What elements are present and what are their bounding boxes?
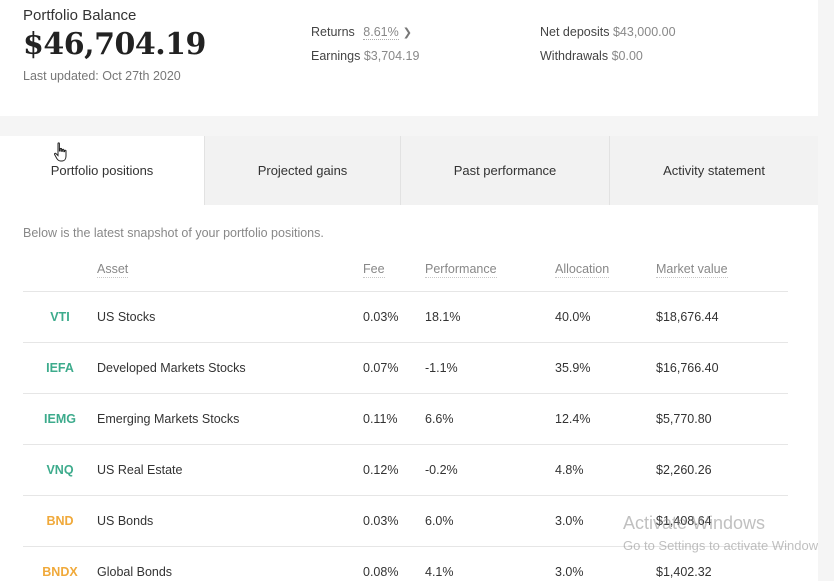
fee-value: 0.07%: [363, 361, 399, 375]
chevron-right-icon[interactable]: ❯: [402, 27, 412, 39]
ticker-symbol: BND: [46, 514, 74, 528]
tab-bar: Portfolio positions Projected gains Past…: [0, 136, 818, 205]
tab-projected-gains[interactable]: Projected gains: [204, 136, 400, 205]
column-header-allocation[interactable]: Allocation: [555, 262, 610, 278]
fee-value: 0.08%: [363, 565, 399, 579]
fee-value: 0.12%: [363, 463, 399, 477]
allocation-value: 35.9%: [555, 361, 591, 375]
fee-value: 0.11%: [363, 412, 398, 426]
allocation-value: 3.0%: [555, 565, 584, 579]
net-deposits-label: Net deposits: [540, 25, 610, 39]
ticker-symbol: IEMG: [44, 412, 76, 426]
tab-portfolio-positions[interactable]: Portfolio positions: [0, 136, 204, 205]
performance-value: -0.2%: [425, 463, 458, 477]
fee-value: 0.03%: [363, 310, 399, 324]
asset-name: Global Bonds: [97, 565, 173, 579]
withdrawals-value: $0.00: [611, 49, 643, 63]
column-header-asset[interactable]: Asset: [97, 262, 129, 278]
page-title: Portfolio Balance: [23, 7, 137, 24]
activation-watermark-subtitle: Go to Settings to activate Windows.: [623, 538, 829, 553]
net-deposits-stat: Net deposits $43,000.00: [540, 25, 676, 39]
allocation-value: 12.4%: [555, 412, 591, 426]
allocation-value: 4.8%: [555, 463, 584, 477]
last-updated: Last updated: Oct 27th 2020: [23, 69, 181, 83]
market-value: $2,260.26: [656, 463, 712, 477]
tab-past-performance[interactable]: Past performance: [400, 136, 609, 205]
activation-watermark-title: Activate Windows: [623, 513, 766, 533]
column-header-performance[interactable]: Performance: [425, 262, 497, 278]
ticker-symbol: VNQ: [46, 463, 74, 477]
ticker-symbol: IEFA: [46, 361, 74, 375]
performance-value: 6.6%: [425, 412, 454, 426]
column-header-market-value[interactable]: Market value: [656, 262, 728, 278]
market-value: $16,766.40: [656, 361, 719, 375]
portfolio-balance: $46,704.19: [23, 27, 206, 62]
header-divider: [23, 291, 788, 292]
market-value: $18,676.44: [656, 310, 719, 324]
allocation-value: 40.0%: [555, 310, 591, 324]
withdrawals-stat: Withdrawals $0.00: [540, 49, 643, 63]
returns-stat: Returns 8.61% ❯: [311, 25, 412, 40]
row-divider: [23, 546, 788, 547]
hand-cursor-icon: [53, 142, 69, 169]
row-divider: [23, 444, 788, 445]
asset-name: US Stocks: [97, 310, 156, 324]
asset-name: US Real Estate: [97, 463, 183, 477]
scrollbar[interactable]: [818, 0, 834, 581]
performance-value: 6.0%: [425, 514, 454, 528]
row-divider: [23, 342, 788, 343]
withdrawals-label: Withdrawals: [540, 49, 609, 63]
ticker-symbol: BNDX: [42, 565, 78, 579]
positions-intro: Below is the latest snapshot of your por…: [23, 226, 324, 240]
section-divider: [0, 116, 818, 136]
row-divider: [23, 393, 788, 394]
asset-name: Developed Markets Stocks: [97, 361, 246, 375]
asset-name: Emerging Markets Stocks: [97, 412, 240, 426]
net-deposits-value: $43,000.00: [612, 25, 676, 39]
market-value: $1,402.32: [656, 565, 712, 579]
column-header-fee[interactable]: Fee: [363, 262, 385, 278]
market-value: $1,408.64: [656, 514, 712, 528]
performance-value: 4.1%: [425, 565, 454, 579]
row-divider: [23, 495, 788, 496]
earnings-stat: Earnings $3,704.19: [311, 49, 419, 63]
positions-panel: Below is the latest snapshot of your por…: [0, 205, 818, 581]
performance-value: 18.1%: [425, 310, 461, 324]
market-value: $5,770.80: [656, 412, 712, 426]
earnings-label: Earnings: [311, 49, 361, 63]
allocation-value: 3.0%: [555, 514, 584, 528]
performance-value: -1.1%: [425, 361, 458, 375]
portfolio-header: Portfolio Balance $46,704.19 Last update…: [0, 0, 818, 116]
returns-label: Returns: [311, 25, 355, 39]
ticker-symbol: VTI: [50, 310, 70, 324]
earnings-value: $3,704.19: [363, 49, 420, 63]
fee-value: 0.03%: [363, 514, 399, 528]
returns-value[interactable]: 8.61%: [363, 25, 399, 40]
asset-name: US Bonds: [97, 514, 154, 528]
tab-activity-statement[interactable]: Activity statement: [609, 136, 818, 205]
